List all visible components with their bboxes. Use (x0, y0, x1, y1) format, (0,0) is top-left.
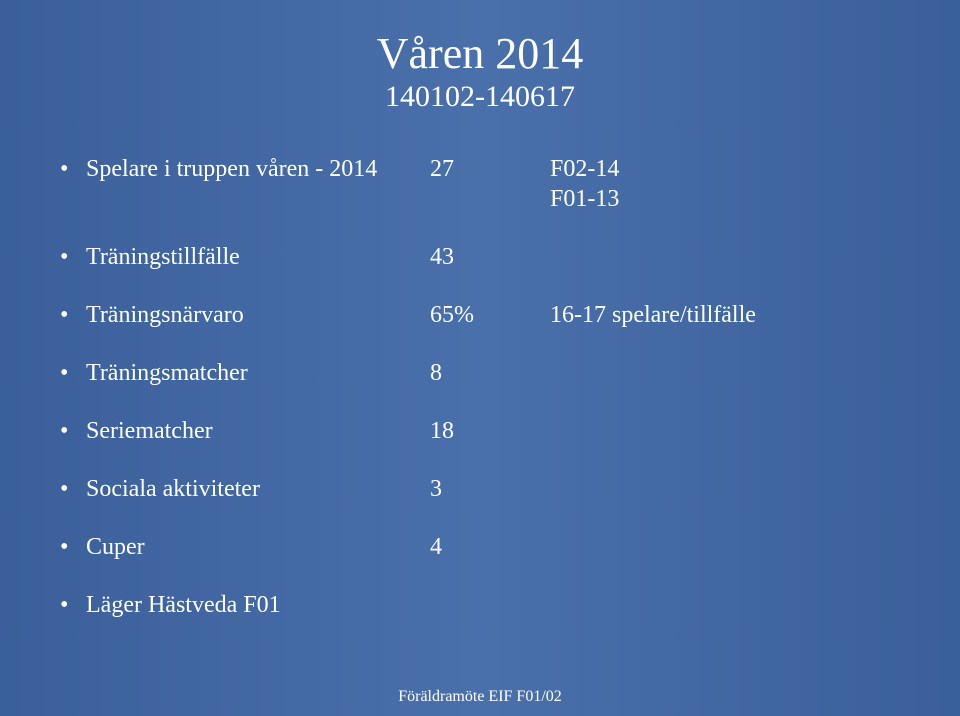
list-item: Cuper 4 (60, 532, 900, 562)
row-label: Träningsnärvaro (60, 300, 430, 330)
note-line-1: F02-14 (550, 156, 619, 182)
row-label: Träningstillfälle (60, 242, 430, 272)
row-value: 27 (430, 154, 550, 184)
row-value: 18 (430, 416, 550, 446)
list-item: Träningstillfälle 43 (60, 242, 900, 272)
row-value: 3 (430, 474, 550, 504)
list-item: Läger Hästveda F01 (60, 590, 900, 620)
row-value: 43 (430, 242, 550, 272)
list-item: Träningsnärvaro 65% 16-17 spelare/tillfä… (60, 300, 900, 330)
slide-subtitle: 140102-140617 (60, 80, 900, 114)
row-note: 16-17 spelare/tillfälle (550, 300, 900, 330)
row-value: 65% (430, 300, 550, 330)
content-list: Spelare i truppen våren - 2014 27 F02-14… (60, 154, 900, 620)
slide: Våren 2014 140102-140617 Spelare i trupp… (0, 0, 960, 716)
list-item: Spelare i truppen våren - 2014 27 F02-14… (60, 154, 900, 214)
list-item: Seriematcher 18 (60, 416, 900, 446)
row-label: Spelare i truppen våren - 2014 (60, 154, 430, 184)
list-item: Träningsmatcher 8 (60, 358, 900, 388)
row-label: Sociala aktiviteter (60, 474, 430, 504)
slide-title: Våren 2014 (60, 30, 900, 78)
list-item: Sociala aktiviteter 3 (60, 474, 900, 504)
row-value: 4 (430, 532, 550, 562)
title-block: Våren 2014 140102-140617 (60, 30, 900, 114)
row-note: F02-14 F01-13 (550, 154, 900, 214)
note-line-2: F01-13 (550, 184, 900, 214)
row-label: Seriematcher (60, 416, 430, 446)
row-label: Läger Hästveda F01 (60, 590, 430, 620)
row-label: Träningsmatcher (60, 358, 430, 388)
row-label: Cuper (60, 532, 430, 562)
slide-footer: Föräldramöte EIF F01/02 (0, 688, 960, 706)
row-value: 8 (430, 358, 550, 388)
